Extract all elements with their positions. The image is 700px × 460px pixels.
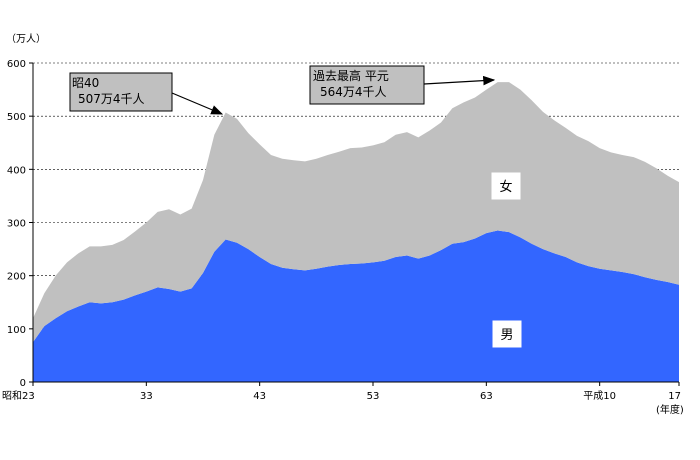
annotation-1989-line2: 564万4千人 <box>320 85 387 99</box>
annotation-1989-arrow <box>423 75 496 86</box>
area-series-female <box>33 82 679 343</box>
series-name-female: 女 <box>499 179 512 195</box>
x-tick-label-3: 53 <box>367 391 380 402</box>
y-tick-label-200: 200 <box>7 272 26 283</box>
x-tick-labels: 昭和23 33 43 53 63 平成10 17 <box>2 382 681 402</box>
annotation-1989: 過去最高 平元 564万4千人 <box>309 65 496 105</box>
annotation-1965-line2: 507万4千人 <box>78 92 145 106</box>
x-tick-label-6: 17 <box>668 391 681 402</box>
x-tick-label-2: 43 <box>253 391 266 402</box>
annotation-1965: 昭40 507万4千人 <box>69 72 224 115</box>
x-tick-label-1: 33 <box>140 391 153 402</box>
annotation-1965-arrow <box>171 92 224 115</box>
y-tick-label-300: 300 <box>7 219 26 230</box>
y-tick-label-600: 600 <box>7 59 26 70</box>
x-tick-label-5: 平成10 <box>583 390 616 402</box>
y-tick-label-0: 0 <box>20 378 26 389</box>
y-tick-labels: 0 100 200 300 400 500 600 <box>7 59 33 389</box>
annotation-1989-line1: 過去最高 平元 <box>313 68 389 83</box>
x-tick-label-4: 63 <box>480 391 493 402</box>
area-layer <box>33 82 679 382</box>
y-unit-label: （万人） <box>6 33 46 45</box>
series-label-male: 男 <box>492 320 522 348</box>
x-tick-label-0: 昭和23 <box>2 390 35 402</box>
y-tick-label-500: 500 <box>7 112 26 123</box>
annotation-1965-line1: 昭40 <box>72 76 99 90</box>
series-name-male: 男 <box>500 328 513 343</box>
y-tick-label-400: 400 <box>7 165 26 176</box>
series-label-female: 女 <box>491 172 521 200</box>
x-unit-label: (年度) <box>656 403 684 416</box>
y-tick-label-100: 100 <box>7 325 26 336</box>
